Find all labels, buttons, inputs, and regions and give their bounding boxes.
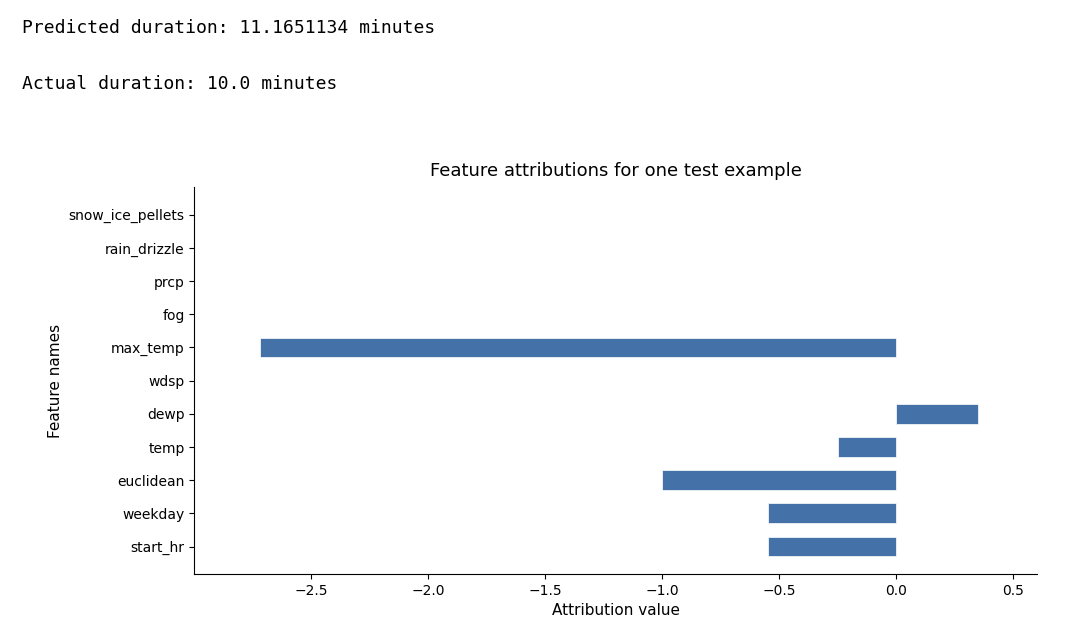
Bar — [768, 537, 896, 557]
Y-axis label: Feature names: Feature names — [49, 324, 63, 437]
Bar — [260, 338, 896, 358]
Title: Feature attributions for one test example: Feature attributions for one test exampl… — [430, 162, 801, 180]
Bar — [896, 404, 978, 424]
Bar — [838, 437, 896, 457]
Bar — [662, 470, 896, 490]
Bar — [768, 504, 896, 524]
X-axis label: Attribution value: Attribution value — [552, 603, 679, 618]
Text: Predicted duration: 11.1651134 minutes: Predicted duration: 11.1651134 minutes — [22, 19, 435, 37]
Text: Actual duration: 10.0 minutes: Actual duration: 10.0 minutes — [22, 75, 337, 93]
